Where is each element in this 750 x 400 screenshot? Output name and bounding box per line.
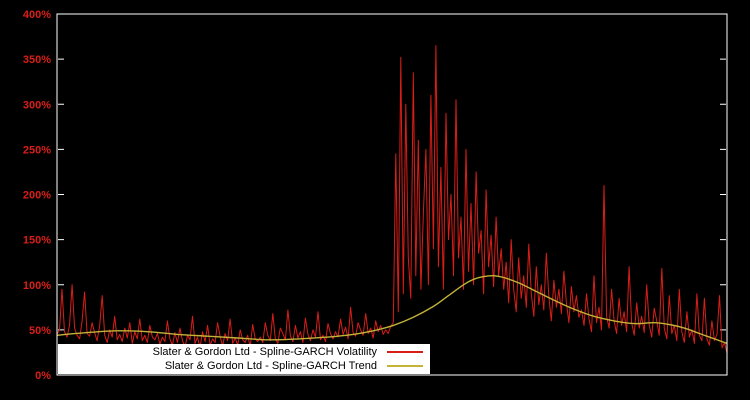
y-axis-tick-label: 200%	[23, 190, 51, 202]
y-axis-tick-label: 0%	[35, 370, 51, 382]
volatility-series-line	[56, 45, 728, 354]
trend-series-line	[56, 274, 728, 345]
y-axis-tick-label: 50%	[29, 325, 51, 337]
volatility-line-sample-icon	[387, 351, 423, 353]
legend-label-volatility: Slater & Gordon Ltd - Spline-GARCH Volat…	[152, 345, 377, 358]
legend-row-volatility: Slater & Gordon Ltd - Spline-GARCH Volat…	[63, 346, 425, 359]
legend-row-trend: Slater & Gordon Ltd - Spline-GARCH Trend	[63, 360, 425, 373]
chart-legend: Slater & Gordon Ltd - Spline-GARCH Volat…	[58, 344, 430, 374]
y-axis-tick-label: 300%	[23, 99, 51, 111]
y-axis-tick-label: 400%	[23, 9, 51, 21]
y-axis-tick-label: 150%	[23, 235, 51, 247]
y-axis-tick-label: 250%	[23, 144, 51, 156]
y-axis-tick-label: 350%	[23, 54, 51, 66]
y-axis-tick-label: 100%	[23, 280, 51, 292]
plot-border	[56, 13, 728, 376]
legend-label-trend: Slater & Gordon Ltd - Spline-GARCH Trend	[164, 359, 377, 372]
trend-line-sample-icon	[387, 365, 423, 367]
